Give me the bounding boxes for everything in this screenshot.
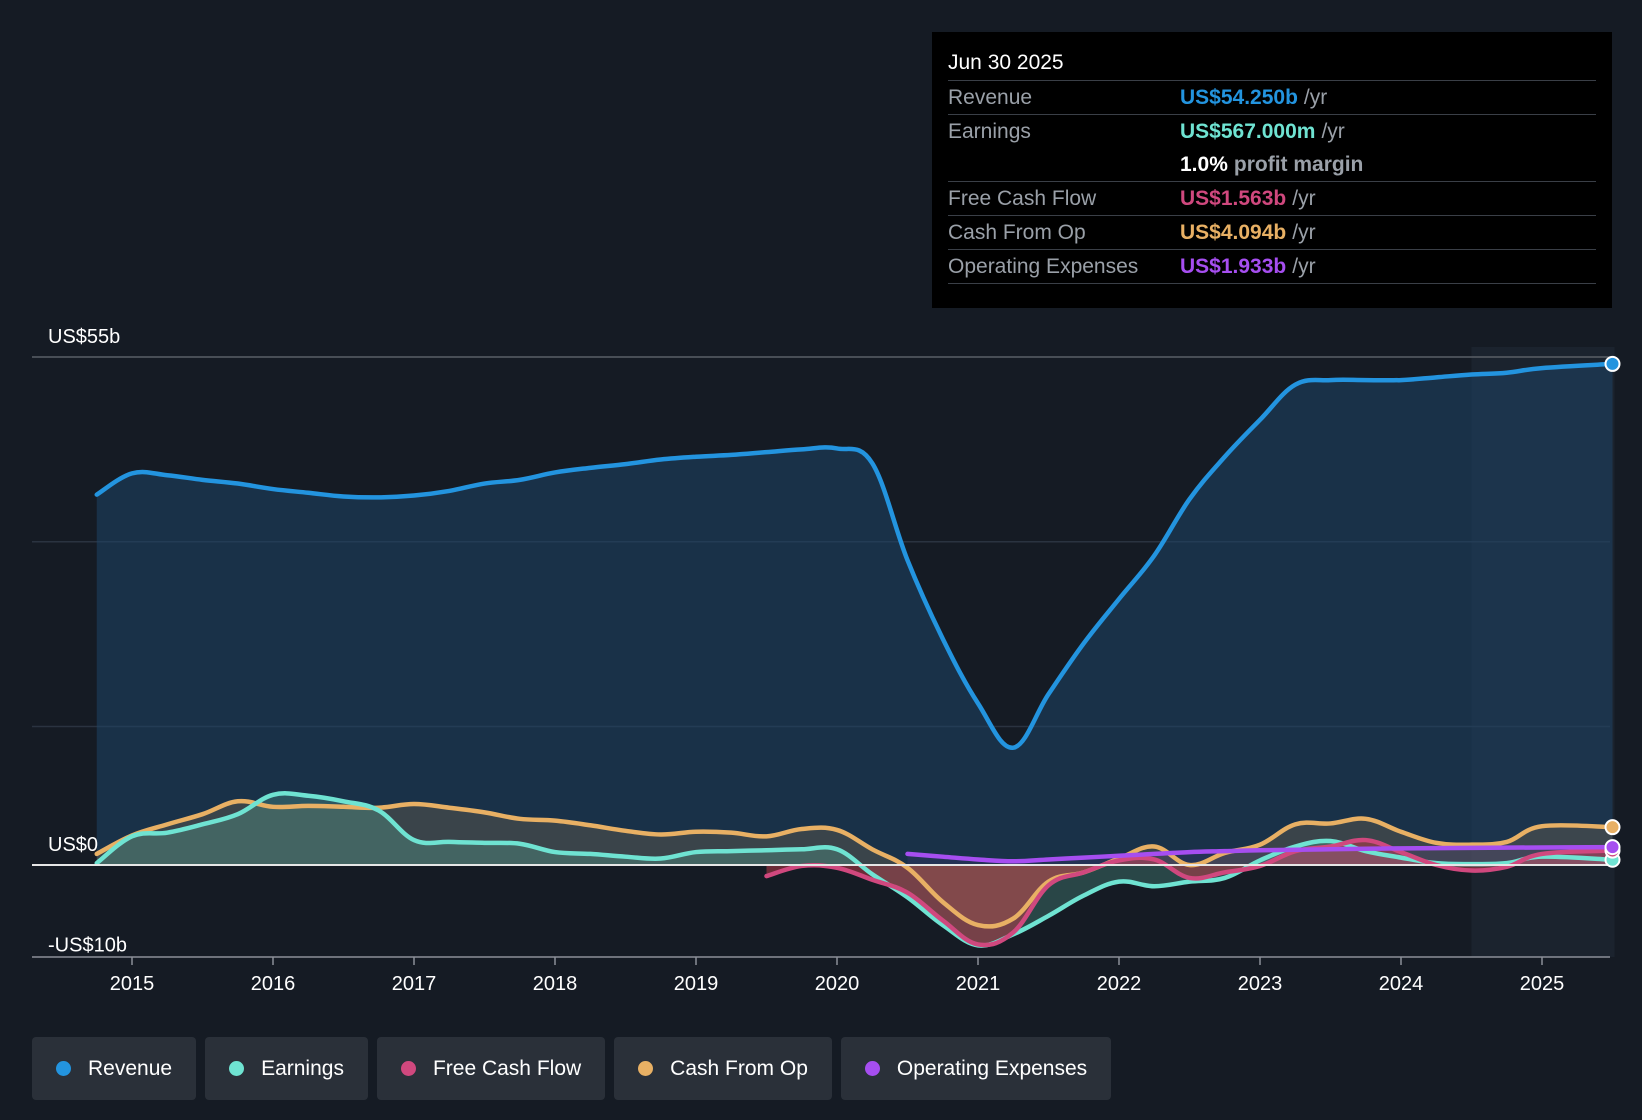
- tooltip-row-revenue: Revenue US$54.250b /yr: [948, 81, 1596, 115]
- line-cfo: [94, 798, 1615, 929]
- tooltip-date: Jun 30 2025: [948, 46, 1596, 81]
- area-fcf: [766, 839, 1613, 946]
- area-opex: [907, 847, 1613, 865]
- tooltip-value-cfo: US$4.094b: [1180, 220, 1287, 244]
- x-tick-label: 2018: [533, 973, 578, 995]
- tooltip-row-opex: Operating Expenses US$1.933b /yr: [948, 250, 1596, 284]
- hover-tooltip: Jun 30 2025 Revenue US$54.250b /yr Earni…: [932, 32, 1612, 308]
- x-tick-label: 2023: [1238, 973, 1283, 995]
- tooltip-margin-text: profit margin: [1233, 152, 1364, 176]
- area-cfo: [96, 801, 1613, 927]
- earnings-dot-icon: [229, 1061, 245, 1076]
- tooltip-value-margin: 1.0%: [1180, 152, 1228, 176]
- tooltip-value-earnings: US$567.000m: [1180, 119, 1316, 143]
- tooltip-unit-opex: /yr: [1292, 254, 1316, 278]
- line-earnings: [94, 791, 1615, 948]
- tooltip-value-fcf: US$1.563b: [1180, 186, 1287, 210]
- x-tick-label: 2016: [251, 973, 296, 995]
- fcf-dot-icon: [400, 1061, 416, 1076]
- legend-label-opex: Operating Expenses: [896, 1056, 1088, 1080]
- x-tick-label: 2017: [392, 973, 437, 995]
- line-opex: [905, 844, 1615, 864]
- tooltip-label-revenue: Revenue: [948, 85, 1033, 109]
- tooltip-row-earnings: Earnings US$567.000m /yr: [948, 115, 1596, 148]
- tooltip-row-margin: 1.0% profit margin: [948, 148, 1596, 182]
- legend-label-fcf: Free Cash Flow: [432, 1056, 582, 1080]
- tooltip-value-opex: US$1.933b: [1180, 254, 1287, 278]
- chart-legend: Revenue Earnings Free Cash Flow Cash Fro…: [32, 1037, 1112, 1100]
- legend-label-cfo: Cash From Op: [670, 1056, 808, 1080]
- x-tick-label: 2019: [674, 973, 719, 995]
- cfo-dot-icon: [638, 1061, 654, 1076]
- legend-item-fcf[interactable]: Free Cash Flow: [376, 1037, 606, 1100]
- legend-label-earnings: Earnings: [261, 1056, 344, 1080]
- axes: US$55b US$0 -US$10b 2015 2016 2017 2018 2019 202…: [32, 326, 1610, 995]
- area-revenue: [96, 363, 1613, 865]
- tooltip-value-revenue: US$54.250b: [1180, 85, 1298, 109]
- x-tick-label: 2020: [815, 973, 860, 995]
- tooltip-row-fcf: Free Cash Flow US$1.563b /yr: [948, 182, 1596, 216]
- tooltip-unit-earnings: /yr: [1321, 119, 1345, 143]
- x-tick-label: 2015: [110, 973, 155, 995]
- series-end-points: [1604, 355, 1621, 868]
- y-axis-label: US$55b: [48, 326, 120, 348]
- tooltip-label-fcf: Free Cash Flow: [948, 186, 1097, 210]
- end-point-cfo: [1604, 819, 1621, 836]
- y-axis-label: US$0: [48, 834, 98, 856]
- tooltip-unit-cfo: /yr: [1292, 220, 1316, 244]
- x-tick-label: 2022: [1097, 973, 1142, 995]
- x-tick-label: 2024: [1379, 973, 1424, 995]
- line-revenue: [94, 361, 1615, 750]
- x-tick-label: 2021: [956, 973, 1001, 995]
- opex-dot-icon: [864, 1061, 880, 1076]
- legend-item-revenue[interactable]: Revenue: [32, 1037, 197, 1100]
- line-fcf: [764, 837, 1615, 948]
- x-tick-label: 2025: [1520, 973, 1565, 995]
- y-axis-label: -US$10b: [48, 934, 127, 956]
- tooltip-row-cfo: Cash From Op US$4.094b /yr: [948, 216, 1596, 250]
- legend-item-opex[interactable]: Operating Expenses: [840, 1037, 1112, 1100]
- series-lines: [94, 361, 1615, 948]
- tooltip-unit-fcf: /yr: [1292, 186, 1316, 210]
- tooltip-unit-revenue: /yr: [1303, 85, 1328, 109]
- end-point-revenue: [1604, 355, 1621, 372]
- legend-item-cfo[interactable]: Cash From Op: [614, 1037, 832, 1100]
- legend-label-revenue: Revenue: [88, 1056, 173, 1080]
- legend-item-earnings[interactable]: Earnings: [205, 1037, 368, 1100]
- tooltip-label-cfo: Cash From Op: [948, 220, 1086, 244]
- revenue-dot-icon: [56, 1061, 71, 1076]
- end-point-opex: [1604, 839, 1621, 856]
- tooltip-label-earnings: Earnings: [948, 119, 1031, 143]
- tooltip-label-opex: Operating Expenses: [948, 254, 1139, 278]
